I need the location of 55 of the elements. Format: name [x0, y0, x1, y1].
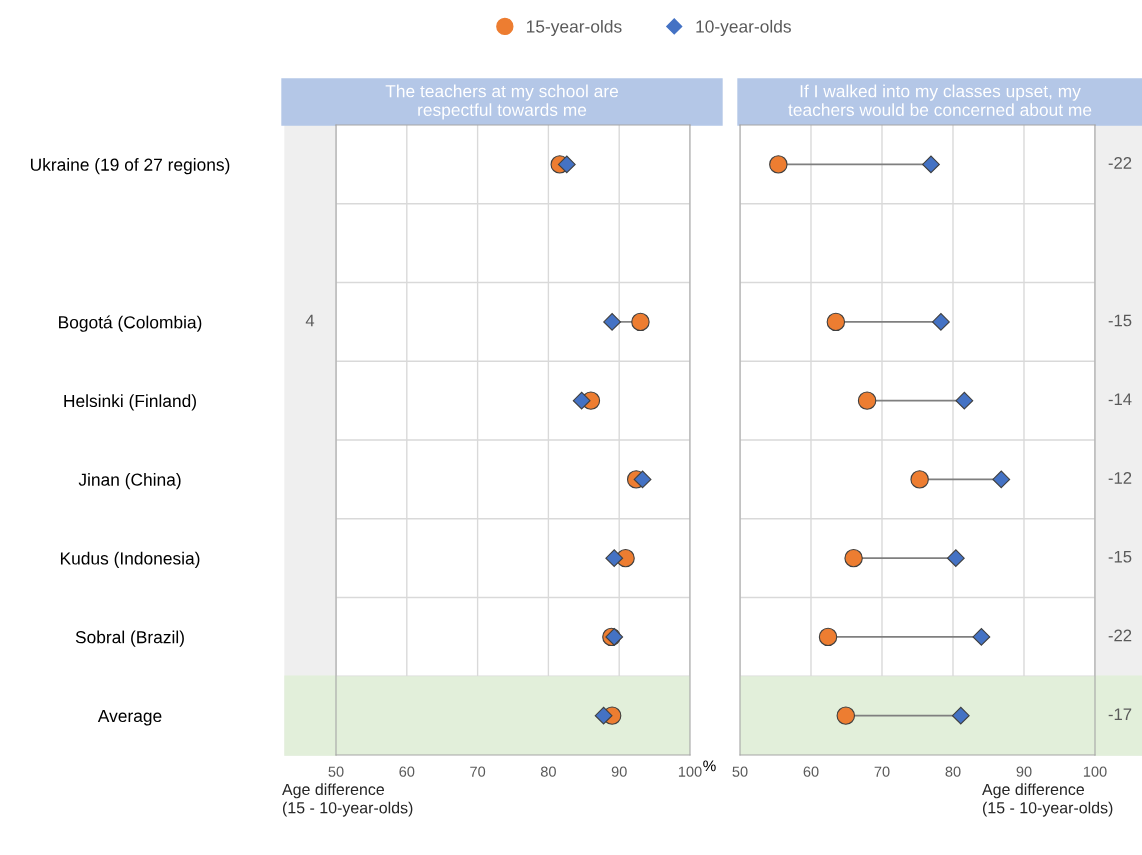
- point: [857, 391, 877, 410]
- x-tick-label: 90: [1016, 766, 1032, 777]
- point: [955, 391, 974, 410]
- text: -15: [1108, 550, 1132, 563]
- point: [836, 706, 856, 725]
- point: [992, 470, 1011, 489]
- x-tick-label: 100: [678, 766, 702, 777]
- chart-title: If I walked into my classes upset, my teachers would be concerned about me: [788, 84, 1092, 117]
- x-tick-label: 60: [803, 766, 819, 777]
- point: [605, 549, 624, 568]
- point: [910, 470, 929, 489]
- text: -22: [1108, 157, 1132, 169]
- legend-label: 15-year-olds: [527, 19, 622, 37]
- text: 4: [305, 314, 315, 327]
- point: [951, 706, 970, 725]
- x-tick-label: 90: [611, 766, 627, 777]
- point: [594, 706, 613, 725]
- text: -22: [1108, 629, 1132, 642]
- point: [557, 155, 576, 174]
- point: [844, 548, 863, 568]
- point: [631, 312, 650, 332]
- chart-title: The teachers at my school are respectful towards me: [385, 84, 618, 120]
- text: -17: [1108, 708, 1132, 720]
- text: -12: [1108, 472, 1132, 484]
- y-tick-label: Jinan (China): [78, 473, 181, 490]
- legend-label: 10-year-olds: [696, 19, 791, 37]
- x-tick-label: 50: [732, 766, 748, 777]
- point: [572, 391, 591, 410]
- point: [932, 312, 950, 331]
- y-tick-label: Kudus (Indonesia): [60, 551, 200, 569]
- x-tick-label: 100: [1083, 766, 1107, 777]
- x-tick-label: 60: [399, 766, 415, 777]
- x-axis-title: %: [703, 760, 716, 772]
- point: [826, 312, 846, 332]
- x-tick-label: 50: [328, 766, 344, 777]
- point: [972, 627, 991, 646]
- x-tick-label: 70: [874, 766, 890, 777]
- y-tick-label: Average: [97, 709, 162, 726]
- text: -14: [1108, 393, 1132, 405]
- x-tick-label: 80: [540, 766, 556, 777]
- point: [922, 155, 940, 174]
- text: Age difference (15 - 10-year-olds): [982, 783, 1113, 817]
- point: [769, 155, 788, 174]
- point: [603, 312, 622, 331]
- y-tick-label: Helsinki (Finland): [64, 394, 196, 411]
- point: [946, 549, 965, 568]
- y-tick-label: Ukraine (19 of 27 regions): [30, 158, 230, 175]
- point: [818, 627, 838, 647]
- point: [633, 470, 652, 489]
- y-tick-label: Bogotá (Colombia): [59, 315, 202, 332]
- y-tick-label: Sobral (Brazil): [75, 630, 184, 647]
- x-tick-label: 70: [470, 766, 486, 777]
- text: Age difference (15 - 10-year-olds): [282, 783, 413, 817]
- text: -15: [1108, 314, 1132, 327]
- x-tick-label: 80: [945, 766, 961, 777]
